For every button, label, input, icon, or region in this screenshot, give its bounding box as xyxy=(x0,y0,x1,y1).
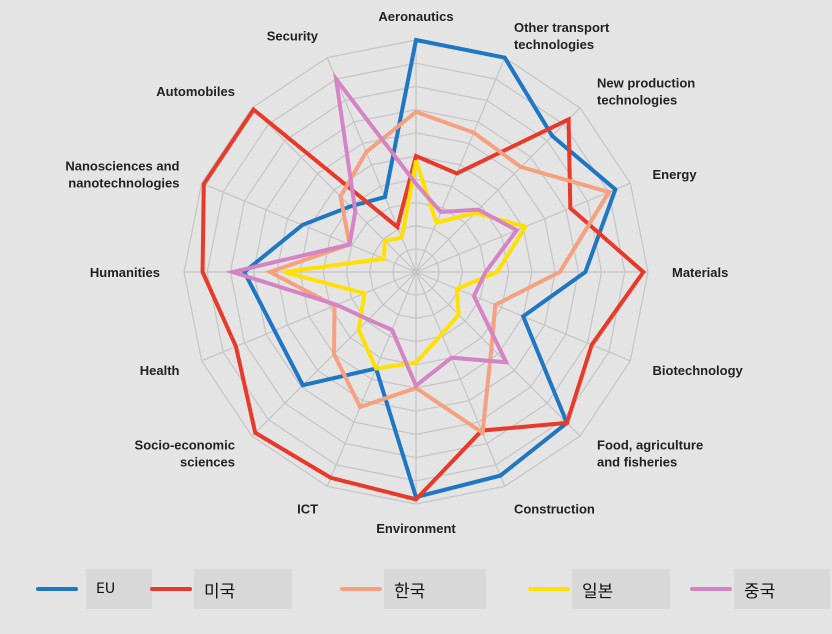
axis-label: Humanities xyxy=(90,265,160,280)
legend-label: 중국 xyxy=(734,569,830,609)
legend-swatch xyxy=(340,587,382,591)
legend-text: 한국 xyxy=(394,581,426,602)
legend-swatch xyxy=(690,587,732,591)
series-line-3 xyxy=(283,160,529,371)
grid-spoke xyxy=(415,271,506,487)
axis-label: Other transport technologies xyxy=(514,20,610,52)
legend-label: EU xyxy=(86,569,152,609)
legend-swatch xyxy=(150,587,192,591)
axis-label: Aeronautics xyxy=(378,9,453,24)
axis-label: Materials xyxy=(672,265,728,280)
grid-spoke xyxy=(201,271,417,362)
legend-text: 일본 xyxy=(582,581,614,602)
legend-label: 미국 xyxy=(194,569,292,609)
axis-label: Nanosciences and nanotechnologies xyxy=(65,159,179,191)
axis-label: Socio-economic sciences xyxy=(135,438,235,470)
axis-label: ICT xyxy=(297,502,318,517)
axis-label: Construction xyxy=(514,502,595,517)
grid-spoke xyxy=(326,271,417,487)
legend-swatch xyxy=(528,587,570,591)
axis-label: Biotechnology xyxy=(653,363,744,378)
legend-text: 미국 xyxy=(204,581,236,602)
series-line-4 xyxy=(225,71,520,389)
legend: EU 미국 한국 일본 중국 xyxy=(0,565,832,615)
legend-label: 한국 xyxy=(384,569,486,609)
axis-label: Security xyxy=(267,28,319,43)
grid-spoke xyxy=(415,57,506,273)
grid-spoke xyxy=(251,107,417,273)
axis-label: Food, agriculture and fisheries xyxy=(597,438,703,470)
legend-text: EU xyxy=(96,581,116,597)
legend-text: 중국 xyxy=(744,581,776,602)
legend-swatch xyxy=(36,587,78,591)
grid-spoke xyxy=(415,271,581,437)
axis-label: Automobiles xyxy=(156,84,235,99)
legend-label: 일본 xyxy=(572,569,670,609)
grid-spoke xyxy=(415,107,581,273)
axis-label: Environment xyxy=(376,521,456,536)
series-line-1 xyxy=(200,106,647,502)
axis-label: Energy xyxy=(653,167,698,182)
axis-label: Health xyxy=(140,363,180,378)
axis-label: New production technologies xyxy=(597,75,695,107)
